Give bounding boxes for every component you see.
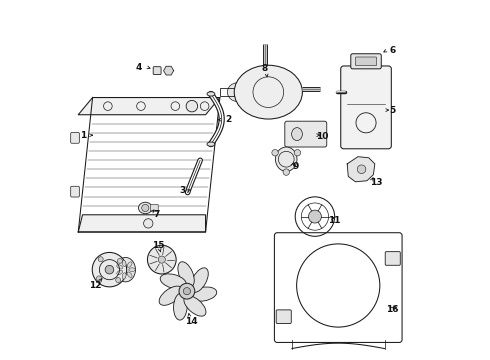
Text: 2: 2 [226,115,232,124]
Circle shape [147,245,176,274]
Text: 11: 11 [328,216,340,225]
Ellipse shape [184,296,206,316]
Circle shape [183,288,191,295]
Polygon shape [78,215,205,232]
Ellipse shape [178,262,194,287]
FancyBboxPatch shape [351,54,381,69]
Circle shape [294,149,301,156]
Text: 5: 5 [389,105,395,114]
FancyBboxPatch shape [276,310,291,324]
Text: 10: 10 [316,132,328,141]
Ellipse shape [234,65,302,119]
Circle shape [179,283,195,299]
Ellipse shape [207,142,215,146]
Circle shape [98,257,103,262]
Text: 15: 15 [152,241,165,250]
Ellipse shape [122,260,126,266]
Circle shape [142,204,149,212]
FancyBboxPatch shape [385,252,400,265]
Ellipse shape [159,286,182,305]
FancyBboxPatch shape [153,67,161,75]
Text: 14: 14 [185,317,197,326]
Circle shape [92,252,126,287]
Text: 16: 16 [387,305,399,314]
Circle shape [272,149,278,156]
Ellipse shape [116,257,135,282]
Circle shape [186,100,197,112]
Text: 7: 7 [153,210,159,219]
Text: 12: 12 [89,280,101,289]
Ellipse shape [160,274,186,289]
Ellipse shape [275,147,297,171]
Text: 1: 1 [80,131,86,140]
Circle shape [105,265,114,274]
Circle shape [357,165,366,174]
Ellipse shape [127,262,132,267]
Circle shape [158,256,166,263]
Text: 13: 13 [369,177,382,186]
Polygon shape [164,66,173,75]
Text: 4: 4 [136,63,143,72]
Ellipse shape [190,287,217,301]
Circle shape [118,258,122,264]
Circle shape [283,169,290,175]
Ellipse shape [117,270,123,275]
FancyBboxPatch shape [71,186,79,197]
Polygon shape [347,157,375,182]
Ellipse shape [139,202,152,214]
Text: 3: 3 [179,186,185,195]
Text: 6: 6 [390,46,396,55]
FancyBboxPatch shape [341,66,392,149]
Circle shape [97,276,101,281]
Text: 8: 8 [262,64,268,73]
Text: 9: 9 [293,162,299,171]
FancyBboxPatch shape [150,204,158,212]
Ellipse shape [227,83,248,102]
Ellipse shape [173,293,187,320]
Ellipse shape [117,265,123,269]
Circle shape [144,219,153,228]
FancyBboxPatch shape [285,121,327,147]
Polygon shape [78,98,220,115]
Ellipse shape [207,92,215,96]
Circle shape [309,210,321,223]
Ellipse shape [122,273,126,279]
Circle shape [116,278,121,283]
FancyBboxPatch shape [71,132,79,143]
Ellipse shape [292,128,302,140]
Ellipse shape [191,268,208,292]
Ellipse shape [129,268,135,271]
FancyBboxPatch shape [355,57,377,66]
Ellipse shape [127,272,132,278]
